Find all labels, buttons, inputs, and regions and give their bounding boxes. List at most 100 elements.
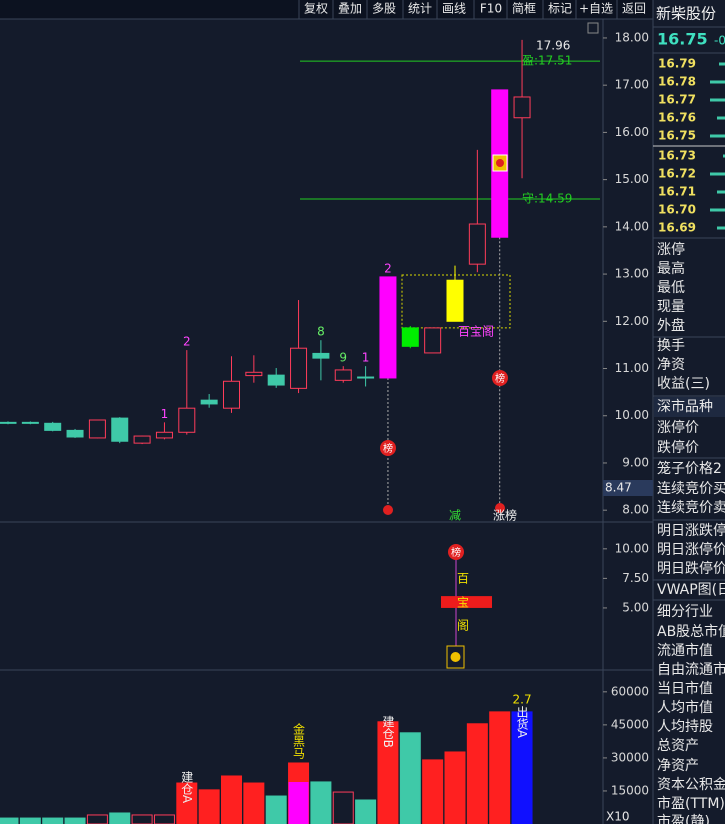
volume-bar xyxy=(64,817,86,824)
y-tick-label: 13.00 xyxy=(615,267,649,281)
candle-body xyxy=(312,352,330,359)
toolbar-button[interactable]: 多股 xyxy=(372,2,396,16)
volume-bar xyxy=(422,759,444,824)
sidebar-item: 最高 xyxy=(657,260,685,277)
badge xyxy=(495,503,505,513)
cursor-price: 8.47 xyxy=(605,480,632,494)
badge-text: 榜 xyxy=(383,442,393,455)
icon xyxy=(496,159,504,167)
sidebar-item: 涨停 xyxy=(657,241,685,258)
badge xyxy=(492,370,508,386)
annotation: 百宝阁 xyxy=(458,325,494,339)
ask-depth xyxy=(710,134,725,138)
y-tick-label: 60000 xyxy=(611,684,649,698)
candle-body xyxy=(245,371,263,377)
candle-body xyxy=(155,431,173,439)
indicator-bar xyxy=(441,596,492,608)
sidebar-item: 流通市值 xyxy=(657,642,713,659)
window-icon xyxy=(587,22,599,34)
sidebar-item: 收益(三) xyxy=(657,376,710,392)
ask-price: 16.76 xyxy=(658,111,696,125)
volume-bar xyxy=(310,781,332,824)
bar-label: 出货A xyxy=(515,705,529,738)
badge-text: 榜 xyxy=(451,546,461,559)
candle-body xyxy=(446,279,464,322)
candle-label: 2 xyxy=(183,335,191,349)
volume-bar xyxy=(86,814,108,824)
sidebar-item: 明日涨跌停 xyxy=(657,522,725,539)
toolbar-button[interactable]: 画线 xyxy=(442,2,466,16)
bar-label: 金黑马 xyxy=(292,722,306,759)
candle-label: 8 xyxy=(317,325,325,339)
sidebar-item: 当日市值 xyxy=(657,680,713,697)
y-tick-label: 15000 xyxy=(611,783,649,797)
bid-depth xyxy=(710,172,725,176)
candle-body xyxy=(178,407,196,433)
sidebar-item: 人均市值 xyxy=(657,699,713,716)
sidebar-item: 明日涨停价 xyxy=(657,541,725,558)
candle-body xyxy=(401,327,419,347)
ask-depth xyxy=(710,80,725,84)
bid-depth xyxy=(717,190,725,194)
y-tick-label: 45000 xyxy=(611,717,649,731)
y-tick-label: 15.00 xyxy=(615,172,649,186)
volume-bar xyxy=(355,799,377,824)
bid-price: 16.69 xyxy=(658,221,696,235)
volume-bar xyxy=(444,751,466,824)
volume-bar xyxy=(198,789,220,824)
bid-price: 16.72 xyxy=(658,167,696,181)
sidebar-item: 净资产 xyxy=(657,758,699,774)
badge xyxy=(380,440,396,456)
sidebar-item: 市盈(TTM) xyxy=(657,795,725,812)
candle-body xyxy=(468,223,486,265)
volume-bar xyxy=(42,817,64,824)
volume-bar xyxy=(19,817,41,824)
toolbar-button[interactable]: 叠加 xyxy=(338,2,362,16)
high-label: 17.96 xyxy=(536,38,570,52)
sidebar-item: 市盈(静) xyxy=(657,813,710,824)
bid-price: 16.73 xyxy=(658,149,696,163)
toolbar-button[interactable]: 简框 xyxy=(512,2,536,16)
bar-label: 建仓B xyxy=(381,715,395,748)
candle-body xyxy=(223,380,240,409)
candle-label: 1 xyxy=(362,351,370,365)
sidebar-item: 最低 xyxy=(657,280,685,296)
y-tick-label: 11.00 xyxy=(615,361,649,375)
bid-depth xyxy=(717,226,725,230)
ask-price: 16.75 xyxy=(658,129,696,143)
bid-price: 16.71 xyxy=(658,185,696,199)
sidebar-item: 深市品种 xyxy=(657,398,713,415)
candle-body xyxy=(200,399,218,405)
toolbar-button[interactable]: 标记 xyxy=(548,2,572,16)
candle-body xyxy=(0,421,17,424)
toolbar-button[interactable]: +自选 xyxy=(579,2,613,16)
bid-price: 16.70 xyxy=(658,203,696,217)
level-label: 盈:17.51 xyxy=(522,54,572,68)
y-tick-label: 5.00 xyxy=(622,600,649,614)
sidebar-item: 涨停价 xyxy=(657,419,699,436)
cursor-price-box xyxy=(603,479,653,496)
candle-body xyxy=(133,435,151,444)
y-tick-label: 14.00 xyxy=(615,219,649,233)
volume-bar xyxy=(243,782,265,824)
ask-depth xyxy=(710,98,725,102)
price-change: -0 xyxy=(714,34,725,48)
toolbar-button[interactable]: 统计 xyxy=(408,2,432,16)
bar-top-label: 2.7 xyxy=(513,692,532,706)
candle-body xyxy=(111,417,129,442)
toolbar-button[interactable]: F10 xyxy=(480,2,502,16)
y-tick-label: 12.00 xyxy=(615,314,649,328)
indicator-text: 阁 xyxy=(457,619,469,633)
sidebar-item: 连续竞价卖 xyxy=(657,499,725,516)
y-tick-label: 30000 xyxy=(611,750,649,764)
toolbar xyxy=(0,0,653,19)
toolbar-button[interactable]: 复权 xyxy=(304,2,328,16)
candle-body xyxy=(88,419,106,439)
ask-price: 16.77 xyxy=(658,93,696,107)
sidebar-item: 换手 xyxy=(657,337,685,354)
level-label: 守:14.59 xyxy=(522,191,572,205)
toolbar-button[interactable]: 返回 xyxy=(622,2,646,16)
sidebar-item: 笼子价格2 xyxy=(657,460,722,477)
section-header xyxy=(654,397,725,417)
